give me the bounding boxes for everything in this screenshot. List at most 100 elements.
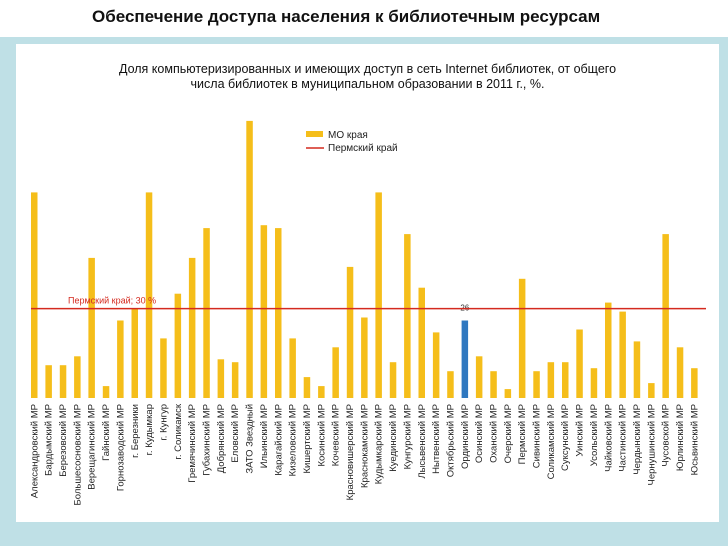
category-label: Александровский МР <box>29 404 40 498</box>
category-label: Гайнский МР <box>101 404 112 461</box>
category-label: Кудымкарский МР <box>374 404 385 484</box>
bar <box>633 341 641 398</box>
bar <box>361 317 368 398</box>
category-label: Чайковский МР <box>603 404 614 472</box>
bar <box>203 228 210 398</box>
category-label: г. Кудымкар <box>144 404 155 455</box>
category-label: Чердынский МР <box>632 404 643 475</box>
category-label: Карагайский МР <box>273 404 284 476</box>
legend-bar-swatch <box>306 131 323 137</box>
bar <box>88 257 95 398</box>
category-label: Нытвенский МР <box>431 404 442 474</box>
category-label: Юсьвинский МР <box>689 404 700 475</box>
bar <box>432 332 440 398</box>
chart-panel <box>16 44 719 522</box>
chart-title-line-2: числа библиотек в муниципальном образова… <box>190 77 545 91</box>
bar <box>145 192 153 398</box>
category-label: Куединский МР <box>388 404 399 472</box>
category-label: Березовский МР <box>58 404 69 477</box>
bar <box>217 359 225 398</box>
bar <box>131 308 138 398</box>
category-label: Лысьвенский МР <box>417 404 428 479</box>
bar <box>562 362 569 398</box>
category-label: Октябрьский МР <box>445 404 456 477</box>
bar <box>389 362 397 398</box>
category-label: Губахинский МР <box>202 404 213 476</box>
category-label: Косинский МР <box>316 404 327 467</box>
category-label: Краснокамский МР <box>359 404 370 488</box>
bar <box>547 362 555 398</box>
bar <box>619 311 626 398</box>
chart-title: Доля компьютеризированных и имеющих дост… <box>16 62 719 92</box>
bar <box>590 368 598 398</box>
bar <box>418 287 425 398</box>
bar <box>74 356 81 398</box>
bar <box>504 389 512 398</box>
category-label: Усольский МР <box>589 404 600 466</box>
category-label: Еловский МР <box>230 404 241 463</box>
bar <box>174 293 182 398</box>
category-label: Чусовской МР <box>661 404 672 467</box>
bar <box>231 362 239 398</box>
category-label: Кизеловский МР <box>288 404 299 476</box>
category-label: Чернушинский МР <box>646 404 657 485</box>
bar <box>518 278 526 398</box>
category-label: Уинский МР <box>575 404 586 457</box>
category-label: г. Кунгур <box>158 404 169 441</box>
bar <box>461 320 469 398</box>
bar <box>404 234 411 398</box>
legend-line-label: Пермский край <box>328 143 398 154</box>
bar <box>102 386 110 398</box>
category-label: Большесосновский МР <box>72 404 83 505</box>
bar <box>490 371 497 398</box>
category-label: Юрлинский МР <box>675 404 686 471</box>
bar <box>318 386 325 398</box>
bar <box>275 228 282 398</box>
bar <box>188 257 196 398</box>
category-label: Горнозаводский МР <box>115 404 126 491</box>
category-label: Соликамский МР <box>546 404 557 479</box>
bar <box>260 225 268 398</box>
category-label: Кишертский МР <box>302 404 313 473</box>
category-label: Бардымский МР <box>44 404 55 476</box>
bar <box>289 338 296 398</box>
bar <box>45 365 52 398</box>
category-label: ЗАТО Звездный <box>245 404 256 474</box>
category-label: Кочевский МР <box>331 404 342 466</box>
category-label: Пермский МР <box>517 404 528 464</box>
bar <box>332 347 339 398</box>
bar <box>605 302 612 398</box>
slide-title: Обеспечение доступа населения к библиоте… <box>92 7 601 26</box>
bar <box>246 120 253 399</box>
category-label: Гремячинский МР <box>187 404 198 483</box>
category-label: Красновишерский МР <box>345 404 356 500</box>
bar <box>375 192 382 398</box>
category-label: Кунгурский МР <box>402 404 413 469</box>
bar <box>662 234 669 398</box>
bar <box>475 356 483 398</box>
bar <box>117 320 124 398</box>
bar <box>346 266 354 398</box>
category-label: Верещагинский МР <box>87 404 98 490</box>
region-average-label: Пермский край; 30 % <box>68 296 156 306</box>
legend-bar-label: МО края <box>328 130 368 141</box>
category-label: Добрянский МР <box>216 404 227 473</box>
bar <box>648 383 655 398</box>
bar <box>447 371 454 398</box>
category-label: Очерский МР <box>503 404 514 463</box>
bar <box>676 347 684 398</box>
bar <box>31 192 38 398</box>
category-label: Оханский МР <box>489 404 500 463</box>
category-label: Частинский МР <box>618 404 629 472</box>
bar <box>576 329 583 398</box>
category-label: Ильинский МР <box>259 404 270 468</box>
bar <box>303 377 311 398</box>
bar <box>691 368 698 398</box>
category-label: г. Соликамск <box>173 403 184 459</box>
category-label: Ординский МР <box>460 404 471 469</box>
bar <box>160 338 167 398</box>
category-label: г. Березники <box>130 404 141 458</box>
category-label: Сивинский МР <box>532 404 543 468</box>
chart-title-line-1: Доля компьютеризированных и имеющих дост… <box>118 62 617 76</box>
